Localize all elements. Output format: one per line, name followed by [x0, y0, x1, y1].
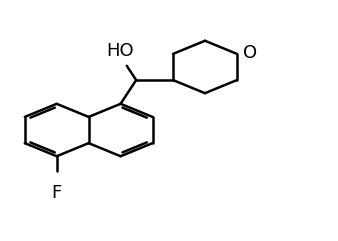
Text: F: F	[52, 184, 62, 202]
Text: HO: HO	[106, 42, 134, 60]
Text: O: O	[243, 44, 257, 62]
